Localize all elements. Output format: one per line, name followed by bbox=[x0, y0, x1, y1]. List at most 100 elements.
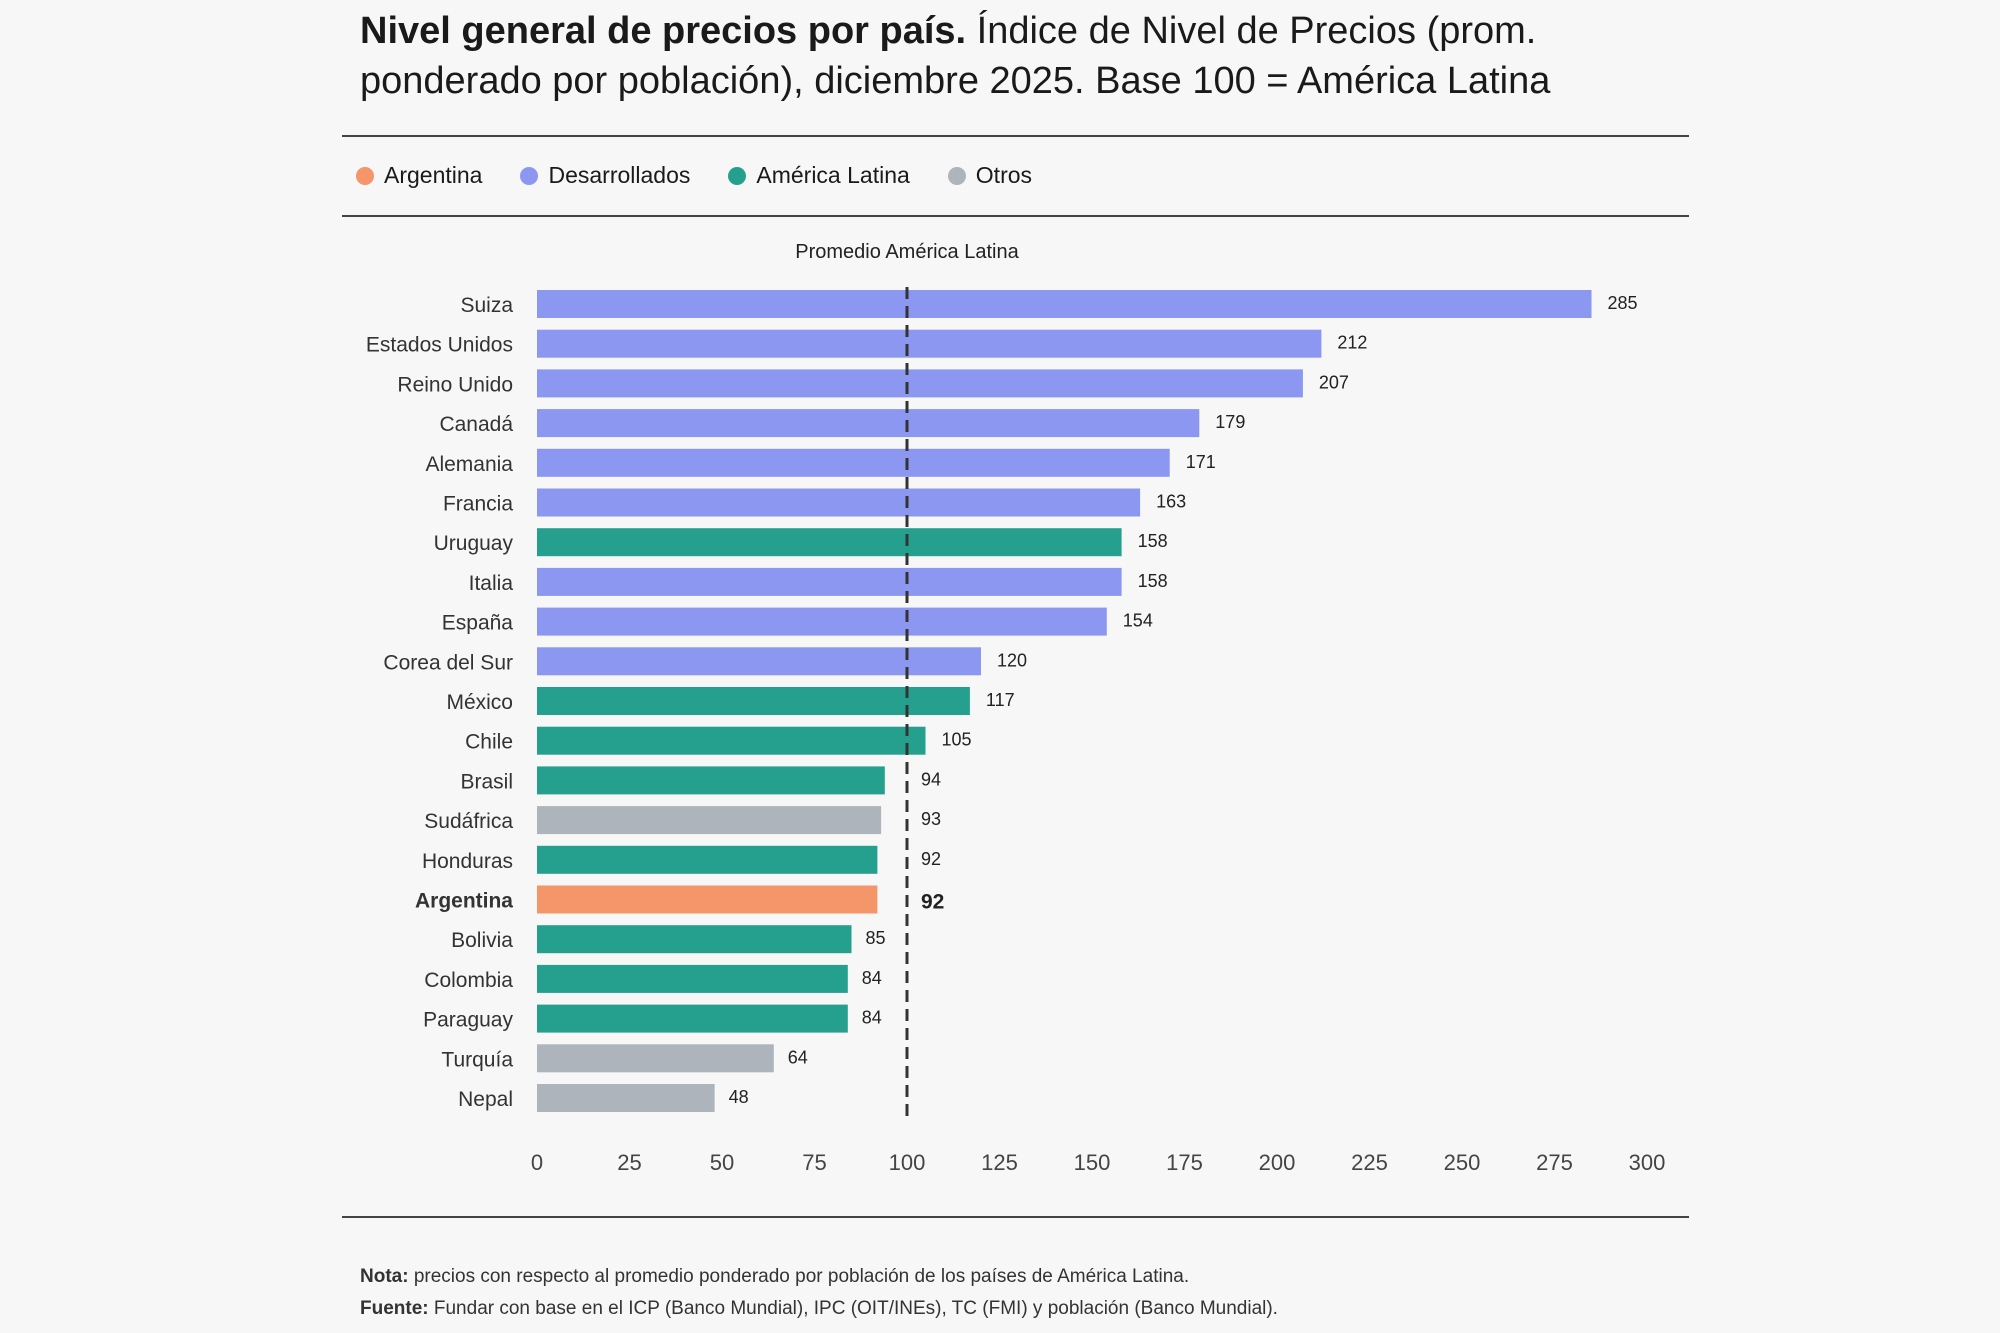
bar bbox=[537, 1084, 715, 1112]
bar bbox=[537, 885, 878, 914]
bar bbox=[537, 845, 878, 874]
value-label: 285 bbox=[1608, 293, 1638, 313]
x-tick-label: 0 bbox=[531, 1150, 543, 1175]
legend-item-desarrollados: Desarrollados bbox=[520, 162, 690, 189]
bar bbox=[537, 607, 1107, 636]
bar bbox=[537, 647, 981, 676]
bar bbox=[537, 1044, 774, 1073]
category-label: España bbox=[442, 612, 514, 635]
legend-label: América Latina bbox=[756, 162, 910, 188]
divider-bottom bbox=[342, 1216, 1689, 1218]
legend-dot bbox=[356, 166, 374, 185]
legend-label: Otros bbox=[975, 162, 1033, 188]
category-label: Italia bbox=[469, 572, 514, 595]
x-tick-label: 100 bbox=[889, 1150, 926, 1175]
bar bbox=[537, 1004, 848, 1033]
bar bbox=[537, 964, 848, 993]
value-label: 93 bbox=[921, 809, 941, 829]
category-label: México bbox=[446, 691, 513, 714]
title-bold: Nivel general de precios por país. bbox=[360, 10, 967, 52]
x-tick-label: 150 bbox=[1074, 1150, 1111, 1175]
legend-dot bbox=[947, 166, 966, 185]
value-label: 64 bbox=[788, 1047, 808, 1067]
legend-dot bbox=[520, 166, 539, 185]
bar bbox=[537, 567, 1122, 596]
bar bbox=[537, 488, 1141, 517]
bar bbox=[537, 329, 1322, 358]
category-label: Francia bbox=[443, 493, 513, 516]
bar bbox=[537, 448, 1170, 477]
value-label: 154 bbox=[1123, 611, 1153, 631]
category-label: Chile bbox=[465, 731, 513, 754]
legend-label: Argentina bbox=[384, 162, 483, 188]
bar bbox=[537, 687, 970, 715]
bar bbox=[537, 409, 1200, 438]
category-label: Colombia bbox=[424, 969, 513, 992]
category-label: Argentina bbox=[415, 890, 513, 913]
reference-line-label: Promedio América Latina bbox=[795, 241, 1019, 263]
category-label: Reino Unido bbox=[397, 373, 513, 396]
note-label: Nota: bbox=[360, 1266, 409, 1287]
x-tick-label: 225 bbox=[1351, 1150, 1388, 1175]
divider-legend bbox=[342, 215, 1689, 217]
x-tick-label: 200 bbox=[1259, 1150, 1296, 1175]
category-label: Canadá bbox=[439, 413, 513, 436]
bar bbox=[537, 925, 852, 954]
legend-item-argentina: Argentina bbox=[356, 162, 482, 189]
x-tick-label: 175 bbox=[1166, 1150, 1203, 1175]
category-label: Bolivia bbox=[451, 929, 513, 952]
value-label: 163 bbox=[1156, 492, 1186, 512]
category-label: Estados Unidos bbox=[366, 334, 513, 357]
bar bbox=[537, 369, 1303, 398]
value-label: 85 bbox=[866, 928, 886, 948]
x-tick-label: 250 bbox=[1444, 1150, 1481, 1175]
value-label: 212 bbox=[1337, 333, 1367, 353]
note-text: precios con respecto al promedio pondera… bbox=[408, 1266, 1190, 1287]
value-label: 171 bbox=[1186, 452, 1216, 472]
x-tick-label: 300 bbox=[1629, 1150, 1666, 1175]
category-label: Nepal bbox=[458, 1088, 513, 1111]
category-label: Honduras bbox=[422, 850, 513, 873]
footnote: Nota: precios con respecto al promedio p… bbox=[360, 1266, 1189, 1288]
value-label: 105 bbox=[942, 730, 972, 750]
category-label: Turquía bbox=[441, 1048, 513, 1071]
x-tick-label: 75 bbox=[802, 1150, 826, 1175]
value-label: 207 bbox=[1319, 372, 1349, 392]
category-label: Brasil bbox=[460, 770, 513, 793]
category-label: Corea del Sur bbox=[383, 651, 513, 674]
value-label: 84 bbox=[862, 1008, 882, 1028]
category-label: Uruguay bbox=[434, 532, 514, 555]
x-tick-label: 125 bbox=[981, 1150, 1018, 1175]
category-label: Paraguay bbox=[423, 1009, 513, 1032]
bar bbox=[537, 726, 926, 755]
category-label: Suiza bbox=[460, 294, 513, 317]
title-rest: Índice de Nivel de Precios (prom. ponder… bbox=[360, 10, 1551, 102]
value-label: 84 bbox=[862, 968, 882, 988]
value-label: 117 bbox=[986, 690, 1015, 710]
bar bbox=[537, 290, 1592, 318]
bar bbox=[537, 528, 1122, 557]
legend-item-america-latina: América Latina bbox=[728, 162, 910, 189]
category-label: Alemania bbox=[425, 453, 513, 476]
x-tick-label: 275 bbox=[1536, 1150, 1573, 1175]
value-label: 48 bbox=[729, 1087, 749, 1107]
bar bbox=[537, 806, 882, 835]
value-label: 158 bbox=[1138, 531, 1168, 551]
x-tick-label: 25 bbox=[617, 1150, 641, 1175]
value-label: 179 bbox=[1215, 412, 1245, 432]
legend: Argentina Desarrollados América Latina O… bbox=[356, 162, 1032, 189]
value-label: 158 bbox=[1138, 571, 1168, 591]
value-label: 94 bbox=[921, 769, 941, 789]
bar bbox=[537, 766, 885, 795]
value-label: 120 bbox=[997, 650, 1027, 670]
source: Fuente: Fundar con base en el ICP (Banco… bbox=[360, 1298, 1278, 1320]
value-label: 92 bbox=[921, 849, 941, 869]
legend-dot bbox=[728, 166, 747, 185]
category-label: Sudáfrica bbox=[424, 810, 513, 833]
value-label: 92 bbox=[921, 891, 944, 914]
chart-title: Nivel general de precios por país. Índic… bbox=[360, 6, 1660, 106]
source-label: Fuente: bbox=[360, 1298, 429, 1319]
divider-top bbox=[342, 135, 1689, 137]
legend-label: Desarrollados bbox=[548, 162, 691, 188]
